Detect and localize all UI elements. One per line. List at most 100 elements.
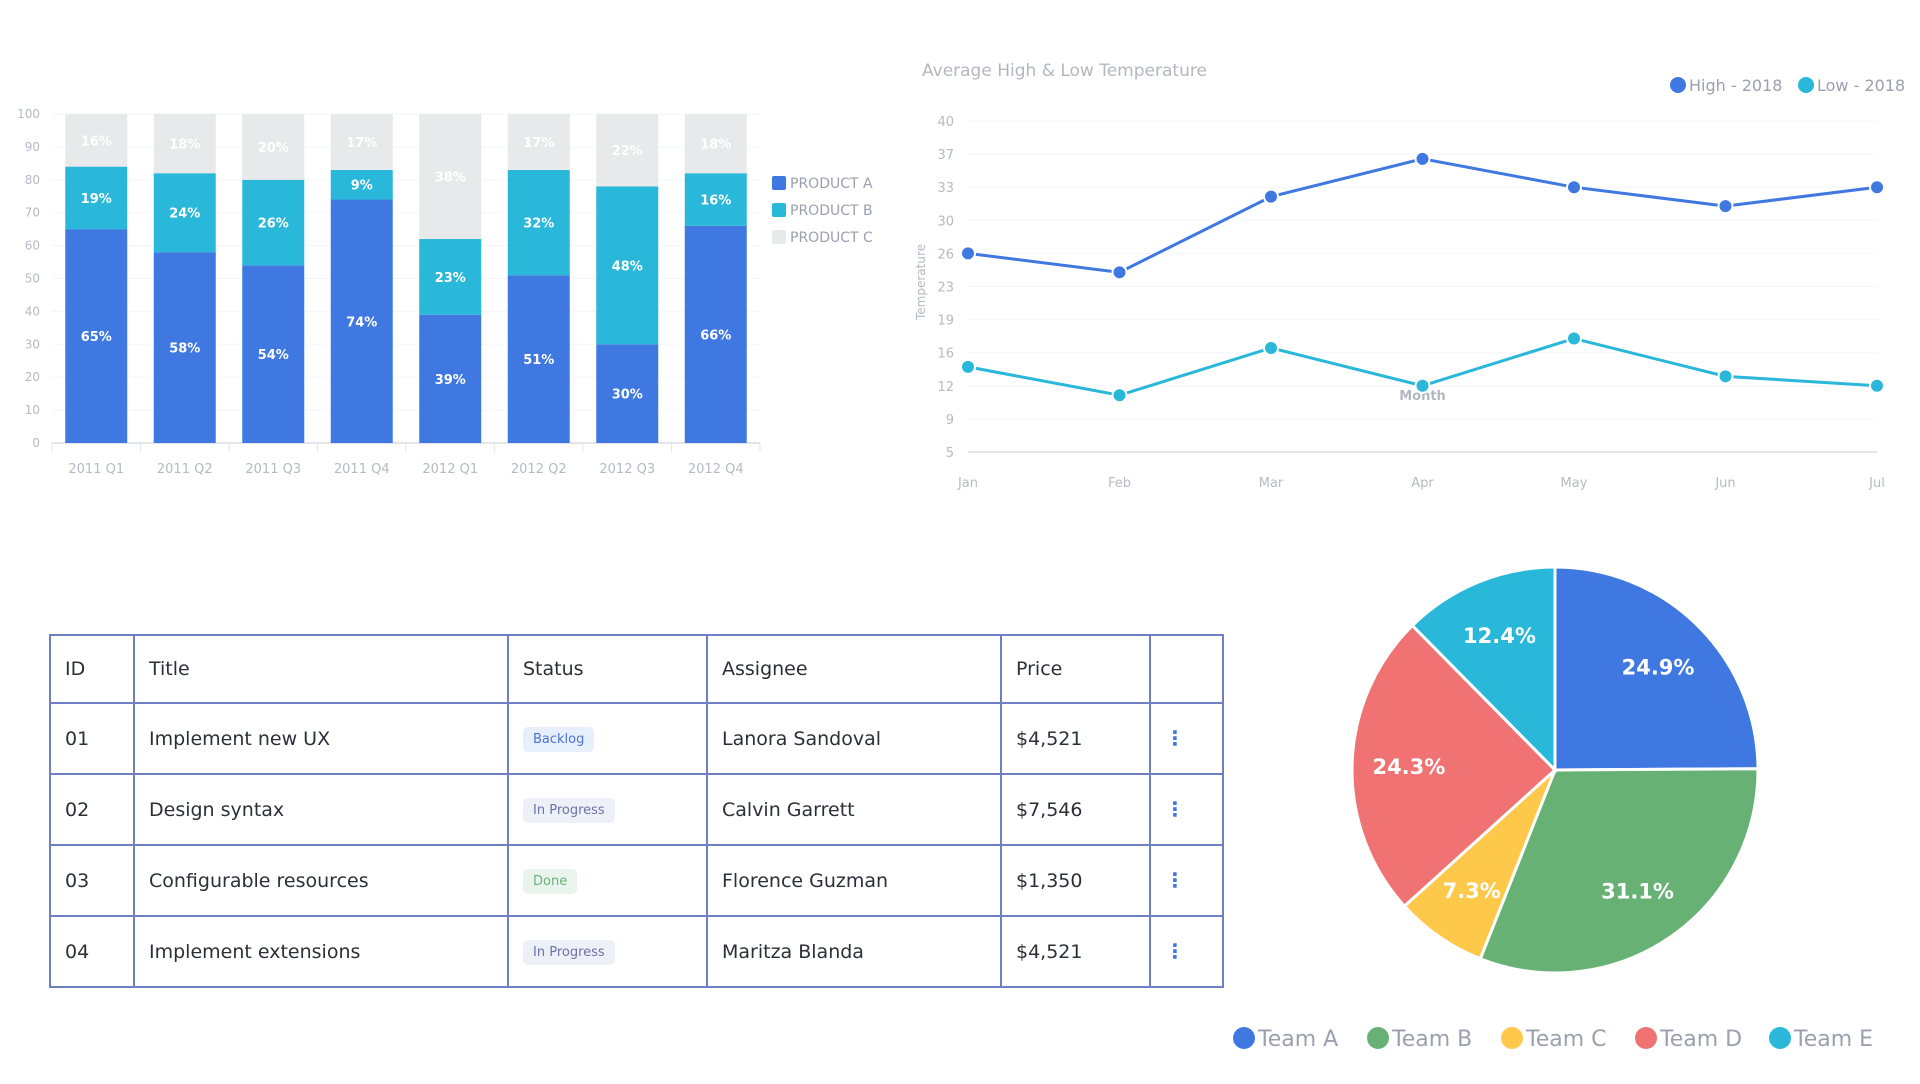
bar-data-label: 24% <box>169 207 200 222</box>
bar-data-label: 51% <box>523 353 554 368</box>
bar-segment-product-b <box>596 186 659 345</box>
status-badge: In Progress <box>523 797 615 823</box>
bar-data-label: 65% <box>81 330 112 345</box>
x-tick-label: 2012 Q4 <box>688 462 744 477</box>
cell-actions: ⋮ <box>1149 915 1224 988</box>
cell-price: $4,521 <box>1000 702 1151 775</box>
y-tick-label: 30 <box>25 337 40 351</box>
bar-data-label: 54% <box>258 348 289 363</box>
legend-label: Team A <box>1257 1027 1338 1052</box>
more-vertical-icon[interactable]: ⋮ <box>1165 938 1185 963</box>
data-point-low <box>1717 368 1734 385</box>
legend-label: Team E <box>1793 1027 1873 1052</box>
table-row[interactable]: 02 Design syntax In Progress Calvin Garr… <box>49 773 1224 846</box>
legend-label: Low - 2018 <box>1817 76 1905 95</box>
legend-label: Team C <box>1525 1027 1607 1052</box>
bar-segment-product-a <box>684 225 747 443</box>
data-point-low <box>1263 339 1279 356</box>
more-vertical-icon[interactable]: ⋮ <box>1165 867 1185 892</box>
legend-label: Team D <box>1659 1027 1742 1052</box>
column-header-price[interactable]: Price <box>1000 634 1151 704</box>
legend-marker-team-c <box>1501 1027 1523 1049</box>
pie-slice-team-a <box>1553 565 1760 772</box>
x-tick-label: 2011 Q3 <box>245 462 301 477</box>
y-tick-label: 60 <box>25 239 40 253</box>
bar-segment-product-c <box>242 114 305 180</box>
data-point-low <box>1566 330 1582 347</box>
table-row[interactable]: 03 Configurable resources Done Florence … <box>49 844 1224 917</box>
bar-data-label: 17% <box>523 136 554 151</box>
legend-label: PRODUCT C <box>790 230 873 246</box>
y-tick-label: 40 <box>25 304 40 318</box>
data-point-low <box>960 358 976 375</box>
bar-data-label: 38% <box>435 171 466 186</box>
pie-slice-team-e <box>1410 565 1557 774</box>
bar-data-label: 58% <box>169 342 200 357</box>
x-tick-label: Jun <box>1714 476 1735 491</box>
cell-title: Configurable resources <box>133 844 509 917</box>
data-point-low <box>1414 377 1431 394</box>
x-tick-label: 2012 Q1 <box>422 462 478 477</box>
bar-segment-product-c <box>419 114 482 240</box>
series-line-high <box>967 157 1878 274</box>
y-tick-label: 80 <box>25 173 40 187</box>
bar-data-label: 17% <box>346 136 377 151</box>
cell-assignee: Calvin Garrett <box>706 773 1002 846</box>
pie-slice-team-d <box>1350 623 1558 909</box>
bar-segment-product-c <box>596 114 659 187</box>
legend-marker-team-d <box>1635 1027 1657 1049</box>
column-header-actions <box>1149 634 1224 704</box>
team-pie-chart: 24.9% 31.1% 7.3% 24.3% 12.4% Team A Team B Team… <box>1230 540 1920 1080</box>
cell-assignee: Florence Guzman <box>706 844 1002 917</box>
table-row[interactable]: 04 Implement extensions In Progress Mari… <box>49 915 1224 988</box>
data-point-low <box>1869 377 1885 394</box>
x-tick-label: 2011 Q1 <box>68 462 124 477</box>
legend-swatch-product-b <box>772 203 786 217</box>
column-header-assignee[interactable]: Assignee <box>706 634 1002 704</box>
more-vertical-icon[interactable]: ⋮ <box>1165 725 1185 750</box>
bar-data-label: 74% <box>346 315 377 330</box>
cell-actions: ⋮ <box>1149 702 1224 775</box>
data-point-high <box>1869 179 1885 196</box>
x-tick-label: 2012 Q2 <box>511 462 567 477</box>
column-header-status[interactable]: Status <box>507 634 708 704</box>
y-tick-label: 9 <box>946 413 954 428</box>
bar-segment-product-c <box>153 114 216 174</box>
bar-data-label: 23% <box>435 271 466 286</box>
legend-marker-high <box>1670 77 1686 93</box>
y-axis-label: Temperature <box>914 244 928 321</box>
bar-segment-product-a <box>65 229 128 443</box>
bar-data-label: 19% <box>81 192 112 207</box>
pie-data-label: 24.3% <box>1372 755 1445 779</box>
x-tick-label: Mar <box>1259 476 1284 491</box>
legend-swatch-product-c <box>772 230 786 244</box>
bar-segment-product-b <box>153 173 216 253</box>
bar-data-label: 32% <box>523 217 554 232</box>
bar-segment-product-a <box>507 275 570 443</box>
data-point-high <box>1263 188 1279 205</box>
x-tick-label: May <box>1561 476 1588 491</box>
stacked-bar-chart: 0 10 20 30 40 50 60 70 80 90 100 65% 19% 16% 2011 Q1 58… <box>0 80 900 500</box>
bar-data-label: 20% <box>258 141 289 156</box>
cell-title: Implement extensions <box>133 915 509 988</box>
x-tick-label: 2012 Q3 <box>599 462 655 477</box>
bar-data-label: 16% <box>700 194 731 209</box>
cell-title: Design syntax <box>133 773 509 846</box>
bar-segment-product-a <box>153 252 216 443</box>
pie-data-label: 7.3% <box>1443 879 1501 903</box>
pie-data-label: 12.4% <box>1463 624 1536 648</box>
table-header-row: ID Title Status Assignee Price <box>49 634 1224 704</box>
y-tick-label: 26 <box>937 247 954 262</box>
y-tick-label: 19 <box>937 314 954 329</box>
bar-segment-product-b <box>330 169 393 200</box>
legend-marker-team-b <box>1367 1027 1389 1049</box>
table-row[interactable]: 01 Implement new UX Backlog Lanora Sando… <box>49 702 1224 775</box>
y-tick-label: 30 <box>937 214 954 229</box>
y-tick-label: 20 <box>25 370 40 384</box>
column-header-title[interactable]: Title <box>133 634 509 704</box>
bar-segment-product-b <box>242 179 305 266</box>
more-vertical-icon[interactable]: ⋮ <box>1165 796 1185 821</box>
column-header-id[interactable]: ID <box>49 634 135 704</box>
y-tick-label: 90 <box>25 140 40 154</box>
cell-assignee: Maritza Blanda <box>706 915 1002 988</box>
